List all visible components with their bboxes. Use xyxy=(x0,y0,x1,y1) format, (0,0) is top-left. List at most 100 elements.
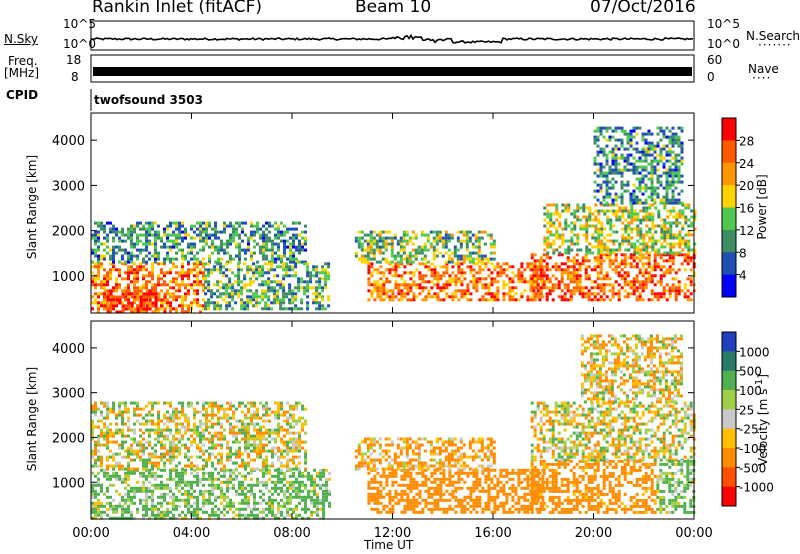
echo-cell xyxy=(635,171,639,175)
echo-cell xyxy=(127,268,130,272)
echo-cell xyxy=(145,221,148,225)
echo-cell xyxy=(163,516,166,520)
echo-cell xyxy=(409,283,413,287)
echo-cell xyxy=(665,168,669,172)
echo-cell xyxy=(283,504,286,508)
echo-cell xyxy=(205,461,208,465)
echo-cell xyxy=(421,262,425,266)
echo-cell xyxy=(262,507,265,511)
echo-cell xyxy=(674,180,678,184)
echo-cell xyxy=(262,224,265,228)
echo-cell xyxy=(94,449,97,453)
echo-cell xyxy=(151,492,154,496)
echo-cell xyxy=(154,310,157,314)
echo-cell xyxy=(668,150,672,154)
echo-cell xyxy=(211,461,214,465)
echo-cell xyxy=(139,443,142,447)
echo-cell xyxy=(677,180,681,184)
echo-cell xyxy=(208,458,211,462)
echo-cell xyxy=(145,495,148,499)
echo-cell xyxy=(596,292,600,296)
echo-cell xyxy=(97,268,100,272)
echo-cell xyxy=(238,242,241,246)
echo-cell xyxy=(187,489,190,493)
echo-cell xyxy=(681,242,685,246)
echo-cell xyxy=(130,230,133,234)
echo-cell xyxy=(623,159,627,163)
echo-cell xyxy=(204,304,208,308)
echo-cell xyxy=(199,248,202,252)
echo-cell xyxy=(564,221,568,225)
echo-cell xyxy=(261,298,265,302)
echo-cell xyxy=(662,295,666,299)
echo-cell xyxy=(638,268,642,272)
echo-cell xyxy=(219,280,223,284)
echo-cell xyxy=(304,483,307,487)
echo-cell xyxy=(289,245,292,249)
echo-cell xyxy=(133,245,136,249)
echo-cell xyxy=(621,227,625,231)
echo-cell xyxy=(678,245,682,249)
echo-cell xyxy=(196,483,199,487)
echo-cell xyxy=(211,233,214,237)
echo-cell xyxy=(477,230,481,234)
echo-cell xyxy=(154,307,158,311)
echo-cell xyxy=(463,277,467,281)
echo-cell xyxy=(291,268,295,272)
echo-cell xyxy=(599,186,603,190)
echo-cell xyxy=(391,292,395,296)
echo-cell xyxy=(112,471,115,475)
echo-cell xyxy=(148,428,151,432)
echo-cell xyxy=(666,230,670,234)
echo-cell xyxy=(585,221,589,225)
echo-cell xyxy=(226,483,229,487)
echo-cell xyxy=(288,298,292,302)
echo-cell xyxy=(591,245,595,249)
echo-cell xyxy=(621,209,625,213)
echo-cell xyxy=(493,280,497,284)
echo-cell xyxy=(563,295,567,299)
echo-cell xyxy=(181,280,184,284)
echo-cell xyxy=(121,513,124,517)
echo-cell xyxy=(118,301,122,305)
echo-cell xyxy=(220,431,223,435)
echo-cell xyxy=(304,224,307,228)
echo-cell xyxy=(118,260,121,264)
echo-cell xyxy=(94,301,97,305)
echo-cell xyxy=(271,242,274,246)
echo-cell xyxy=(94,464,97,468)
echo-cell xyxy=(178,224,181,228)
echo-cell xyxy=(651,248,655,252)
echo-cell xyxy=(160,236,163,240)
echo-cell xyxy=(322,513,325,517)
echo-cell xyxy=(235,467,238,471)
echo-cell xyxy=(91,248,94,252)
echo-cell xyxy=(127,260,130,264)
echo-cell xyxy=(630,206,634,210)
echo-cell xyxy=(690,209,694,213)
echo-cell xyxy=(211,245,214,249)
echo-cell xyxy=(196,304,199,308)
echo-cell xyxy=(142,295,145,299)
echo-cell xyxy=(593,256,597,260)
echo-cell xyxy=(471,260,475,264)
echo-cell xyxy=(609,224,613,228)
echo-cell xyxy=(310,477,313,481)
echo-cell xyxy=(252,292,256,296)
echo-cell xyxy=(226,242,229,246)
echo-cell xyxy=(163,283,166,287)
echo-cell xyxy=(478,268,482,272)
echo-cell xyxy=(310,513,313,517)
echo-cell xyxy=(246,298,250,302)
echo-cell xyxy=(481,283,485,287)
echo-cell xyxy=(641,153,645,157)
echo-cell xyxy=(181,271,184,275)
echo-cell xyxy=(318,292,322,296)
echo-cell xyxy=(133,458,136,462)
echo-cell xyxy=(103,298,106,302)
echo-cell xyxy=(603,203,607,207)
echo-cell xyxy=(436,298,440,302)
echo-cell xyxy=(151,277,154,281)
echo-cell xyxy=(439,274,443,278)
echo-cell xyxy=(226,446,229,450)
